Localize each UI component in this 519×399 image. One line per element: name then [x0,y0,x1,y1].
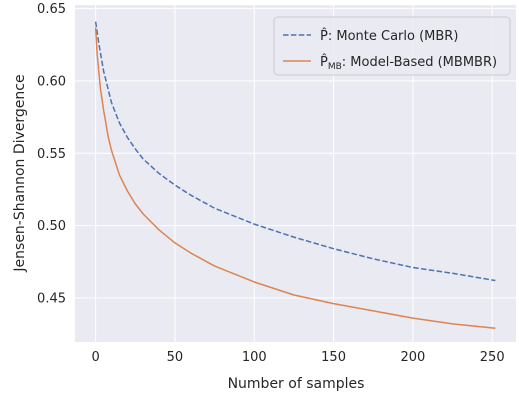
x-tick-label: 100 [242,350,267,365]
x-axis-label: Number of samples [228,376,365,392]
y-axis-label: Jensen-Shannon Divergence [12,74,28,272]
x-tick-label: 0 [91,350,99,365]
series-layer [94,21,496,330]
x-tick-labels: 0 50 100 150 200 250 [91,350,504,365]
y-tick-label: 0.65 [37,2,66,17]
legend-label-mbmbr-main: P̂ [320,55,328,70]
x-tick-label: 150 [321,350,346,365]
legend-label-mbmbr-sub: MB [328,62,342,72]
y-tick-labels: 0.45 0.50 0.55 0.60 0.65 [37,2,66,306]
legend-label-mbr-main: P̂ [320,29,328,44]
x-tick-label: 50 [167,350,184,365]
x-tick-label: 250 [480,350,505,365]
legend-box [273,16,511,76]
legend-label-mbmbr: P̂MB: Model-Based (MBMBR) [320,55,497,72]
x-tick-label: 200 [400,350,425,365]
y-tick-label: 0.45 [37,291,66,306]
legend-label-mbmbr-rest: : Model-Based (MBMBR) [342,55,497,70]
series-line-mbr [94,21,496,282]
grid-y [75,8,516,299]
y-tick-label: 0.55 [37,147,66,162]
y-tick-label: 0.50 [37,219,66,234]
series-line-mbmbr [94,27,496,330]
legend: P̂: Monte Carlo (MBR) P̂MB: Model-Based … [273,16,511,76]
legend-label-mbr: P̂: Monte Carlo (MBR) [320,29,458,44]
legend-label-mbr-rest: : Monte Carlo (MBR) [328,29,459,44]
y-tick-label: 0.60 [37,74,66,89]
